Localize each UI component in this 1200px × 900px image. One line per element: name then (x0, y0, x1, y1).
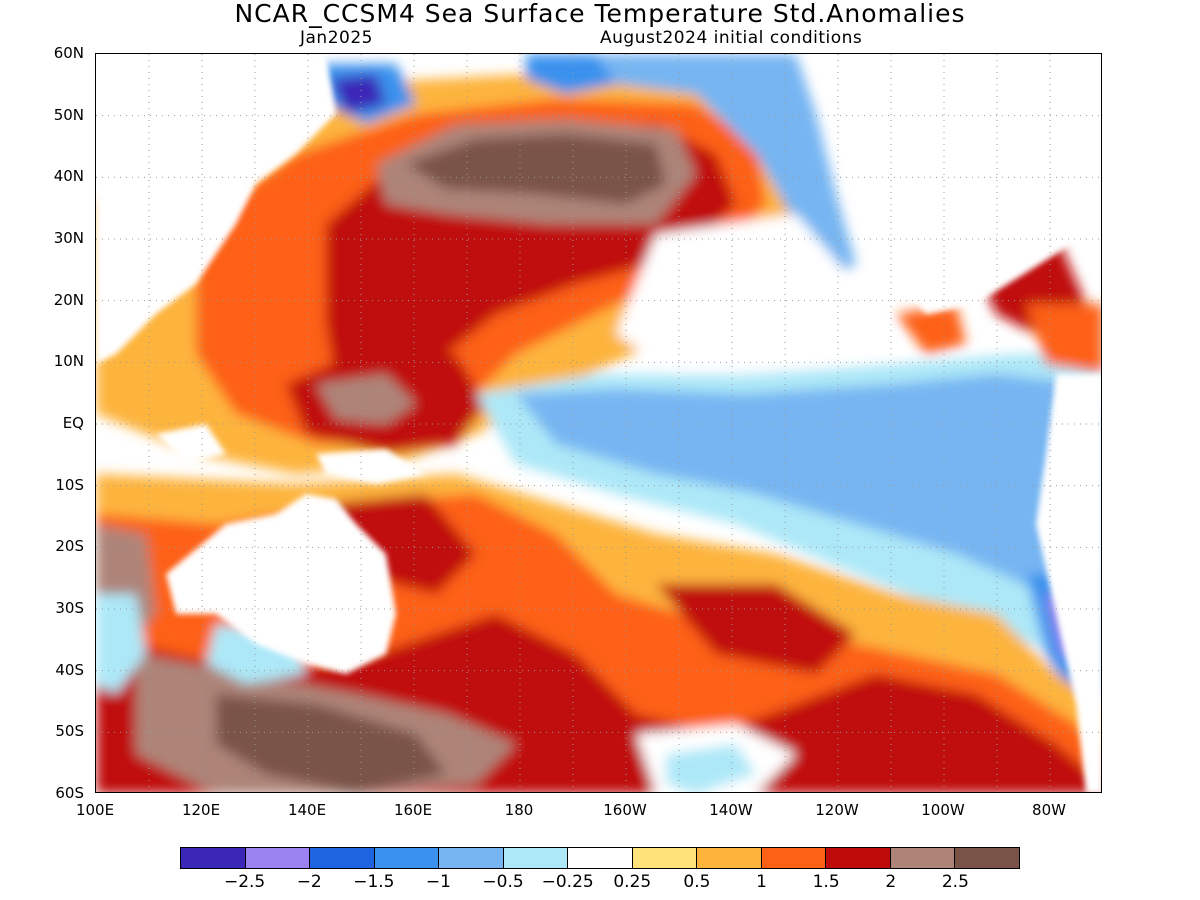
anomaly-region (331, 74, 386, 114)
land-borneo (156, 424, 226, 464)
land-new-guinea (316, 449, 426, 484)
lat-tick-label: 60S (55, 784, 84, 802)
lon-tick-label: 100W (921, 801, 965, 819)
colorbar-swatch (503, 848, 569, 868)
initial-conditions: August2024 initial conditions (600, 28, 863, 48)
land-north-america (856, 94, 1101, 314)
anomaly-region (516, 374, 1101, 614)
anomaly-region (96, 594, 146, 694)
colorbar-label: −2 (296, 872, 322, 892)
lon-tick-label: 160E (393, 801, 433, 819)
colorbar-swatch (955, 848, 1019, 868)
anomaly-region (896, 304, 966, 354)
anomaly-region (316, 374, 416, 424)
map-canvas (96, 54, 1101, 792)
lat-tick-label: 40N (53, 167, 84, 186)
anomaly-region (406, 134, 666, 204)
anomaly-region (536, 54, 856, 284)
lat-tick-label: 10N (53, 352, 84, 371)
colorbar-swatch (697, 848, 762, 868)
colorbar-label: −2.5 (223, 872, 266, 892)
lon-tick-label: 140E (287, 801, 327, 819)
anomaly-region (526, 54, 616, 94)
anomaly-region (216, 694, 446, 792)
colorbar-swatch (439, 848, 504, 868)
lat-tick-label: 50N (53, 105, 84, 124)
colorbar-swatch (374, 848, 440, 868)
land-south-america (1036, 374, 1101, 792)
lat-tick-label: 50S (55, 722, 84, 741)
lat-tick-label: 10S (55, 475, 84, 494)
lon-tick-label: 160W (603, 801, 647, 819)
colorbar-label: 1 (756, 872, 767, 892)
anomaly-region (616, 214, 896, 384)
colorbar-label: 0.25 (613, 872, 652, 892)
colorbar-swatch (826, 848, 891, 868)
lon-tick-label: 80W (1032, 801, 1066, 819)
colorbar-swatch (245, 848, 311, 868)
forecast-month: Jan2025 (300, 28, 373, 48)
sst-anomaly-map (95, 53, 1102, 793)
colorbar-swatch (632, 848, 698, 868)
colorbar-label: −1 (425, 872, 451, 892)
lat-tick-label: 20S (55, 537, 84, 556)
lon-tick-label: 100E (75, 801, 115, 819)
anomaly-region (656, 584, 856, 674)
lon-tick-label: 120E (181, 801, 221, 819)
anomaly-region (666, 744, 756, 792)
lat-tick-label: 30N (53, 229, 84, 247)
lat-tick-label: 30S (55, 599, 84, 617)
lat-tick-label: EQ (62, 414, 84, 432)
colorbar-label: 1.5 (812, 872, 840, 892)
colorbar-label: 2 (885, 872, 897, 892)
lat-tick-label: 20N (53, 290, 84, 309)
lon-tick-label: 120W (815, 801, 859, 819)
lon-tick-label: 140W (709, 801, 753, 819)
colorbar-label: 0.5 (683, 872, 711, 892)
land-asia (96, 54, 336, 364)
lat-tick-label: 60N (53, 44, 84, 62)
colorbar-label: −0.25 (541, 872, 594, 892)
colorbar-label: 2.5 (941, 872, 969, 892)
colorbar-label: −0.5 (482, 872, 524, 892)
lat-tick-label: 40S (55, 660, 84, 679)
anomaly-field (96, 54, 1101, 792)
land-masses (96, 54, 1101, 792)
colorbar-swatch (761, 848, 827, 868)
colorbar-label: −1.5 (353, 872, 395, 892)
chart-title: NCAR_CCSM4 Sea Surface Temperature Std.A… (234, 0, 966, 28)
land-australia (166, 494, 396, 674)
colorbar-swatch (310, 848, 375, 868)
anomaly-region (1026, 304, 1101, 374)
lon-tick-label: 180 (504, 801, 534, 819)
color-scale-bar (180, 847, 1020, 869)
colorbar-swatch (568, 848, 633, 868)
colorbar-swatch (890, 848, 956, 868)
colorbar-swatch (181, 848, 246, 868)
